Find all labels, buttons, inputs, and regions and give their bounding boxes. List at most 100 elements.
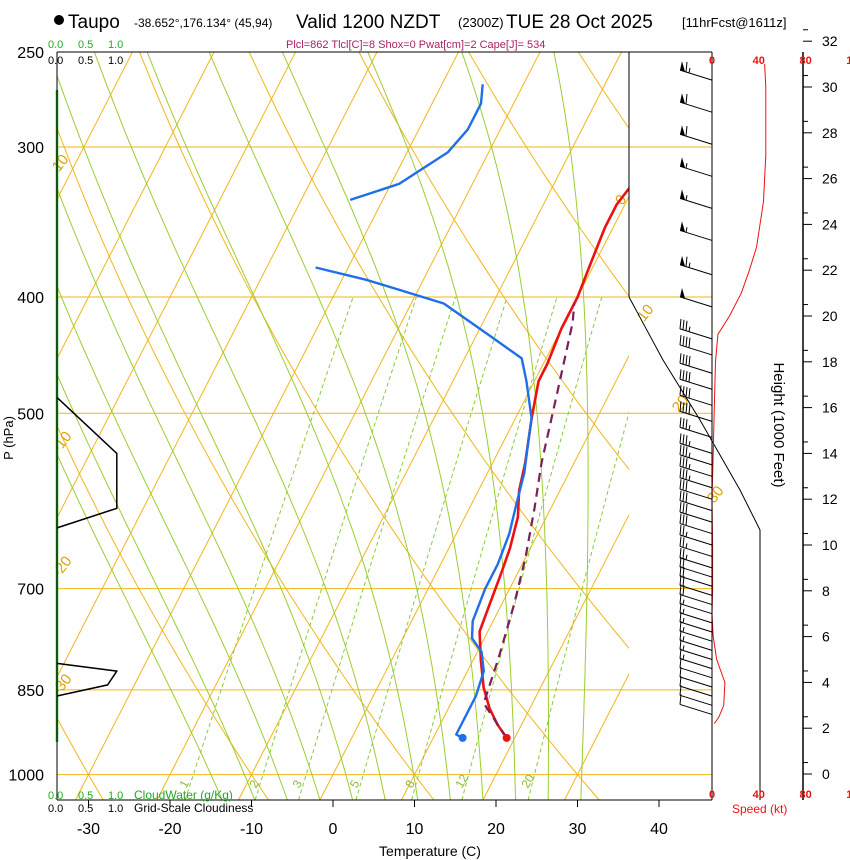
wind-barb-half-flag xyxy=(682,645,685,651)
wind-barb-flag xyxy=(685,446,688,457)
wind-barb-flag xyxy=(682,418,685,429)
wind-barb-flag xyxy=(679,502,682,513)
cloudiness-line xyxy=(56,396,118,529)
wind-barb-flag xyxy=(679,524,682,536)
wind-barb-staff xyxy=(679,328,713,340)
isotherm-line xyxy=(57,52,296,519)
isotherm-line xyxy=(156,52,541,800)
wind-barb-staff xyxy=(679,133,713,145)
wind-barb-flag xyxy=(685,492,688,503)
isotherm-line xyxy=(57,52,133,201)
height-tick-label: 28 xyxy=(822,125,838,141)
wind-barb-flag xyxy=(688,388,691,399)
wind-barb-staff xyxy=(679,296,713,308)
wind-barb-flag xyxy=(679,334,682,345)
moist-adiabat-line xyxy=(57,372,256,800)
wind-speed-tick-label: 40 xyxy=(753,789,765,801)
wind-barb-half-flag xyxy=(689,38,690,43)
wind-speed-tick-label: 0 xyxy=(709,55,715,67)
wind-barb-staff xyxy=(679,566,713,578)
temperature-tick-label: -20 xyxy=(158,821,181,838)
wind-barb-pennant xyxy=(680,125,685,136)
wind-barb-flag xyxy=(679,639,682,650)
wind-barb-pennant xyxy=(680,31,685,42)
wind-barb-flag xyxy=(682,480,685,491)
wind-barb-flag xyxy=(679,353,682,364)
parcel-params: Plcl=862 Tlcl[C]=8 Shox=0 Pwat[cm]=2 Cap… xyxy=(286,39,545,51)
cloud-axis-tick-label: 0.0 xyxy=(48,790,63,802)
wind-barb-pennant xyxy=(680,221,685,232)
moist-adiabat-line xyxy=(281,52,484,800)
wind-barb-flag xyxy=(679,557,682,568)
wind-barb-flag xyxy=(685,458,688,469)
wind-barb-flag xyxy=(682,335,685,346)
wind-barb-staff xyxy=(679,465,713,477)
wind-barb-flag xyxy=(679,417,682,428)
wind-barb-flag xyxy=(688,356,691,367)
mixing-ratio-label: 12 xyxy=(452,772,471,791)
dry-adiabat-line xyxy=(468,52,629,298)
pressure-tick-label: 700 xyxy=(17,582,44,599)
cloud-axis-tick-label: 0.5 xyxy=(78,790,93,802)
height-tick-label: 2 xyxy=(822,720,830,736)
wind-barb-flag xyxy=(682,576,685,587)
wind-barb-flag xyxy=(682,445,685,456)
cloud-axis-tick-label: 1.0 xyxy=(108,39,123,51)
wind-barb-flag xyxy=(679,369,682,380)
wind-barb-staff xyxy=(679,454,713,466)
height-tick-label: 24 xyxy=(822,216,838,232)
wind-barb-flag xyxy=(685,371,688,382)
wind-barb-flag xyxy=(679,694,682,705)
wind-barb-half-flag xyxy=(682,599,685,605)
wind-barb-half-flag xyxy=(688,67,691,74)
wind-barb-staff xyxy=(680,40,712,50)
mixing-ratio-line xyxy=(411,296,558,800)
temperature-ticks: -30 -20 -10 0 10 20 30 40 xyxy=(77,800,668,838)
moist-adiabat-line xyxy=(146,52,419,800)
wind-barb-flag xyxy=(685,515,688,526)
wind-barb-staff xyxy=(679,488,713,500)
moist-adiabat-line xyxy=(367,52,517,800)
wind-barb-flag xyxy=(686,32,687,42)
wind-barb-flag xyxy=(682,557,685,569)
wind-barb-flag xyxy=(679,657,682,668)
wind-barb-staff xyxy=(679,545,713,557)
isotherm-line xyxy=(482,513,629,800)
wind-barb-flag xyxy=(685,419,688,430)
cloud-water-label: CloudWater (g/Kg) xyxy=(134,788,233,802)
wind-speed-tick-label: 12 xyxy=(846,55,850,67)
dry-adiabat-line xyxy=(139,52,600,800)
cloud-axis-tick-label: 1.0 xyxy=(108,790,123,802)
wind-barb-flag xyxy=(685,256,688,267)
height-tick-label: 30 xyxy=(822,79,838,95)
wind-barb-flag xyxy=(682,468,685,479)
wind-barb-staff xyxy=(679,703,713,715)
wind-barb-flag xyxy=(685,387,688,398)
isotherm-line xyxy=(75,52,459,800)
height-tick-label: 4 xyxy=(822,674,830,690)
wind-barb-half-flag xyxy=(688,425,691,431)
height-tick-label: 16 xyxy=(822,400,838,416)
pressure-tick-label: 850 xyxy=(17,683,44,700)
wind-barb-flag xyxy=(679,433,682,444)
moist-adiabat-line xyxy=(57,453,223,800)
wind-barb-flag xyxy=(682,354,685,365)
isotherm-line xyxy=(238,52,622,800)
wind-barb-flag xyxy=(682,514,685,525)
wind-barb-flag xyxy=(685,94,688,105)
cloud-axis-tick-label: 1.0 xyxy=(108,55,123,67)
isotherm-label: -20 xyxy=(49,553,76,581)
y-axis-label: P (hPa) xyxy=(1,416,16,460)
cloud-axis-ticks: 0.00.00.00.00.50.50.50.51.01.01.01.0 xyxy=(48,39,123,815)
moist-adiabat-line xyxy=(208,52,451,800)
wind-speed-tick-label: 80 xyxy=(799,789,811,801)
wind-barb-staff xyxy=(679,534,713,546)
wind-barb-flag xyxy=(688,337,691,348)
wind-barb-staff xyxy=(679,442,713,454)
wind-barb-flag xyxy=(679,444,682,455)
location-coords: -38.652°,176.134° (45,94) xyxy=(134,16,272,30)
wind-barb-flag xyxy=(685,61,688,73)
wind-barb-half-flag xyxy=(682,654,685,660)
height-axis-label: Height (1000 Feet) xyxy=(770,362,787,487)
height-tick-label: 32 xyxy=(822,33,838,49)
